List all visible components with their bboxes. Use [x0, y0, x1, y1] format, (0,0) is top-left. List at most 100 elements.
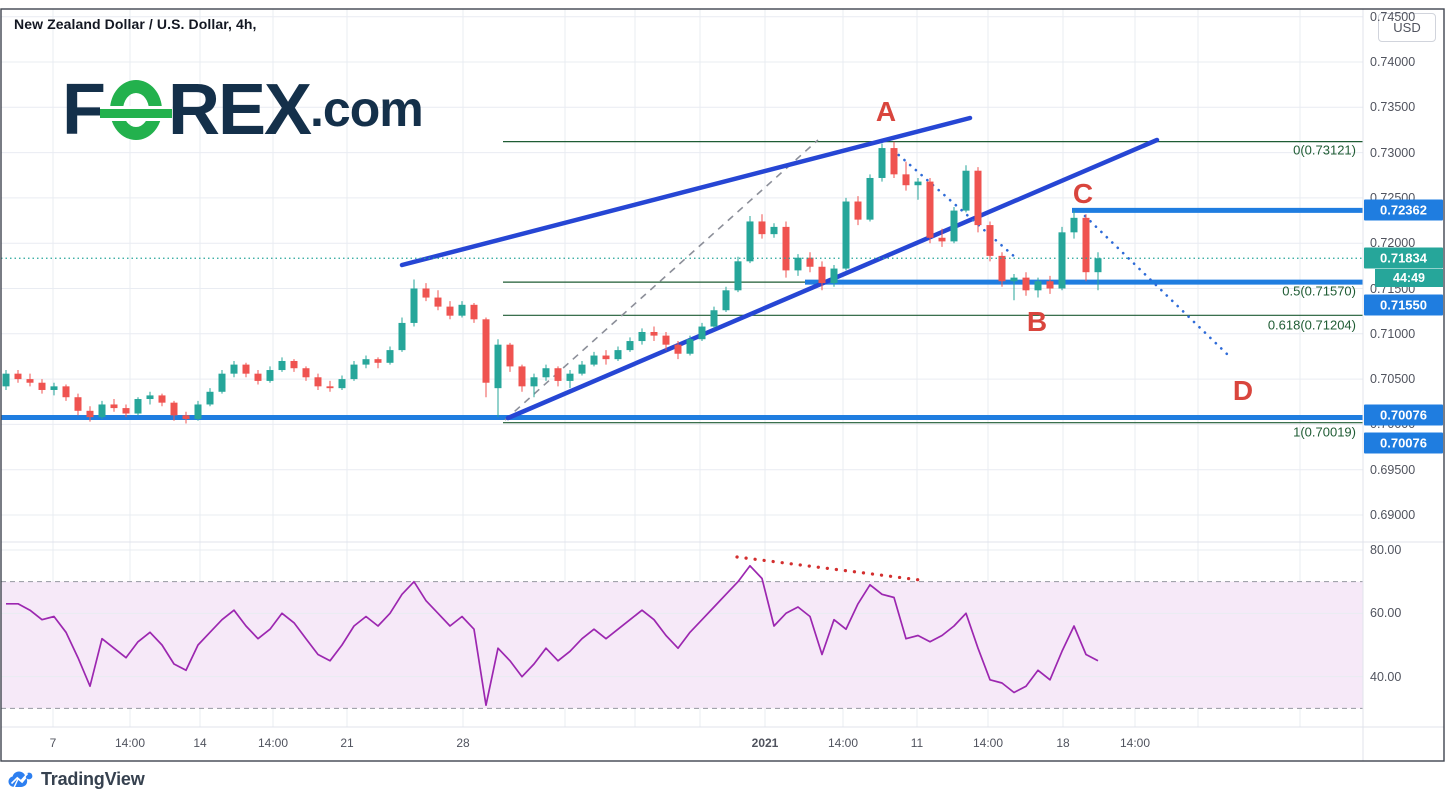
- candle-body: [434, 297, 442, 307]
- time-tick-label: 14:00: [114, 736, 146, 750]
- candle-body: [38, 382, 46, 390]
- time-tick-label: 14:00: [257, 736, 289, 750]
- candle-body: [326, 386, 334, 389]
- candle-body: [386, 350, 394, 363]
- pattern-letter-b[interactable]: B: [1026, 306, 1048, 337]
- candle-body: [1070, 217, 1078, 233]
- candle-body: [206, 391, 214, 405]
- price-tick-label: 0.70500: [1370, 372, 1416, 387]
- candle-body: [626, 341, 634, 351]
- candle-body: [962, 170, 970, 211]
- candle-body: [830, 268, 838, 284]
- candle-body: [134, 399, 142, 414]
- pattern-letter-a[interactable]: A: [875, 96, 897, 127]
- candle-body: [398, 322, 406, 351]
- forex-logo-rex: REX: [167, 70, 312, 150]
- candle-body: [710, 310, 718, 327]
- rsi-tick-label: 60.00: [1370, 606, 1402, 621]
- candle-body: [218, 373, 226, 392]
- candle-body: [194, 404, 202, 419]
- tradingview-attribution[interactable]: TradingView: [8, 769, 145, 790]
- candle-body: [146, 395, 154, 400]
- candle-body: [758, 221, 766, 235]
- pattern-letter-d[interactable]: D: [1232, 375, 1254, 406]
- candle-body: [746, 221, 754, 262]
- candle-body: [674, 344, 682, 354]
- fib-level-label: 0.5(0.71570): [1282, 283, 1356, 299]
- price-tick-label: 0.69000: [1370, 508, 1416, 522]
- candle-body: [74, 397, 82, 411]
- candle-body: [770, 226, 778, 235]
- candle-body: [794, 257, 802, 271]
- candle-body: [98, 404, 106, 418]
- dashed-trendline[interactable]: [504, 139, 819, 421]
- dotted-projection-line[interactable]: [891, 148, 1018, 260]
- candle-body: [86, 410, 94, 418]
- time-tick-label: 14:00: [972, 736, 1004, 750]
- candle-body: [686, 339, 694, 354]
- candle-body: [806, 257, 814, 267]
- candle-body: [518, 366, 526, 387]
- candle-body: [578, 364, 586, 374]
- price-tick-label: 0.73500: [1370, 100, 1416, 115]
- line-price-tag: 0.71550: [1364, 294, 1443, 316]
- tradingview-brand-text: TradingView: [41, 769, 145, 789]
- candle-body: [314, 377, 322, 387]
- candle-body: [302, 368, 310, 378]
- time-tick-label: 14:00: [827, 736, 859, 750]
- rsi-tick-label: 80.00: [1370, 543, 1402, 557]
- candle-body: [1046, 281, 1054, 289]
- candle-body: [590, 355, 598, 365]
- price-tick-label: 0.74500: [1370, 9, 1416, 24]
- candle-body: [1010, 277, 1018, 282]
- candle-body: [566, 373, 574, 381]
- current-price-tag: 0.71834: [1364, 247, 1443, 269]
- candle-body: [698, 326, 706, 340]
- channel-trendline-upper-channel[interactable]: [399, 115, 973, 268]
- candle-body: [530, 377, 538, 387]
- candle-body: [662, 335, 670, 345]
- candle-body: [362, 359, 370, 365]
- pattern-letter-c[interactable]: C: [1072, 178, 1094, 209]
- candle-body: [170, 402, 178, 416]
- candle-body: [482, 319, 490, 383]
- candle-body: [470, 304, 478, 320]
- candle-body: [554, 368, 562, 381]
- candle-body: [374, 359, 382, 363]
- candle-body: [818, 266, 826, 284]
- candle-body: [890, 148, 898, 175]
- candle-body: [458, 304, 466, 316]
- candle-body: [62, 386, 70, 398]
- line-price-tag: 0.70076: [1364, 432, 1443, 454]
- candle-body: [266, 370, 274, 381]
- time-tick-label: 18: [1056, 736, 1070, 750]
- price-tick-label: 0.69500: [1370, 462, 1416, 477]
- candle-body: [638, 331, 646, 342]
- candle-body: [338, 379, 346, 389]
- candle-body: [278, 360, 286, 371]
- candle-body: [866, 177, 874, 220]
- forex-logo-f: F: [62, 70, 106, 150]
- rsi-band: [1, 581, 1363, 709]
- price-tick-label: 0.71000: [1370, 326, 1416, 341]
- rsi-tick-label: 40.00: [1370, 669, 1402, 684]
- currency-toggle-button[interactable]: USD: [1378, 13, 1436, 42]
- time-tick-label: 7: [49, 736, 57, 750]
- price-tick-label: 0.74000: [1370, 55, 1416, 69]
- candle-body: [242, 364, 250, 374]
- dotted-projection-line[interactable]: [1083, 214, 1230, 357]
- candle-body: [494, 344, 502, 389]
- candle-body: [854, 201, 862, 220]
- candle-countdown-tag: 44:49: [1375, 269, 1443, 287]
- candle-body: [650, 331, 658, 336]
- price-tick-label: 0.73000: [1370, 145, 1416, 160]
- candle-body: [542, 368, 550, 378]
- candle-body: [914, 181, 922, 186]
- candle-body: [122, 408, 130, 414]
- candle-body: [1082, 217, 1090, 273]
- rsi-dotted-trendline[interactable]: [735, 555, 922, 582]
- candle-body: [1034, 281, 1042, 291]
- candle-body: [422, 288, 430, 298]
- forex-logo-com: .com: [310, 81, 424, 137]
